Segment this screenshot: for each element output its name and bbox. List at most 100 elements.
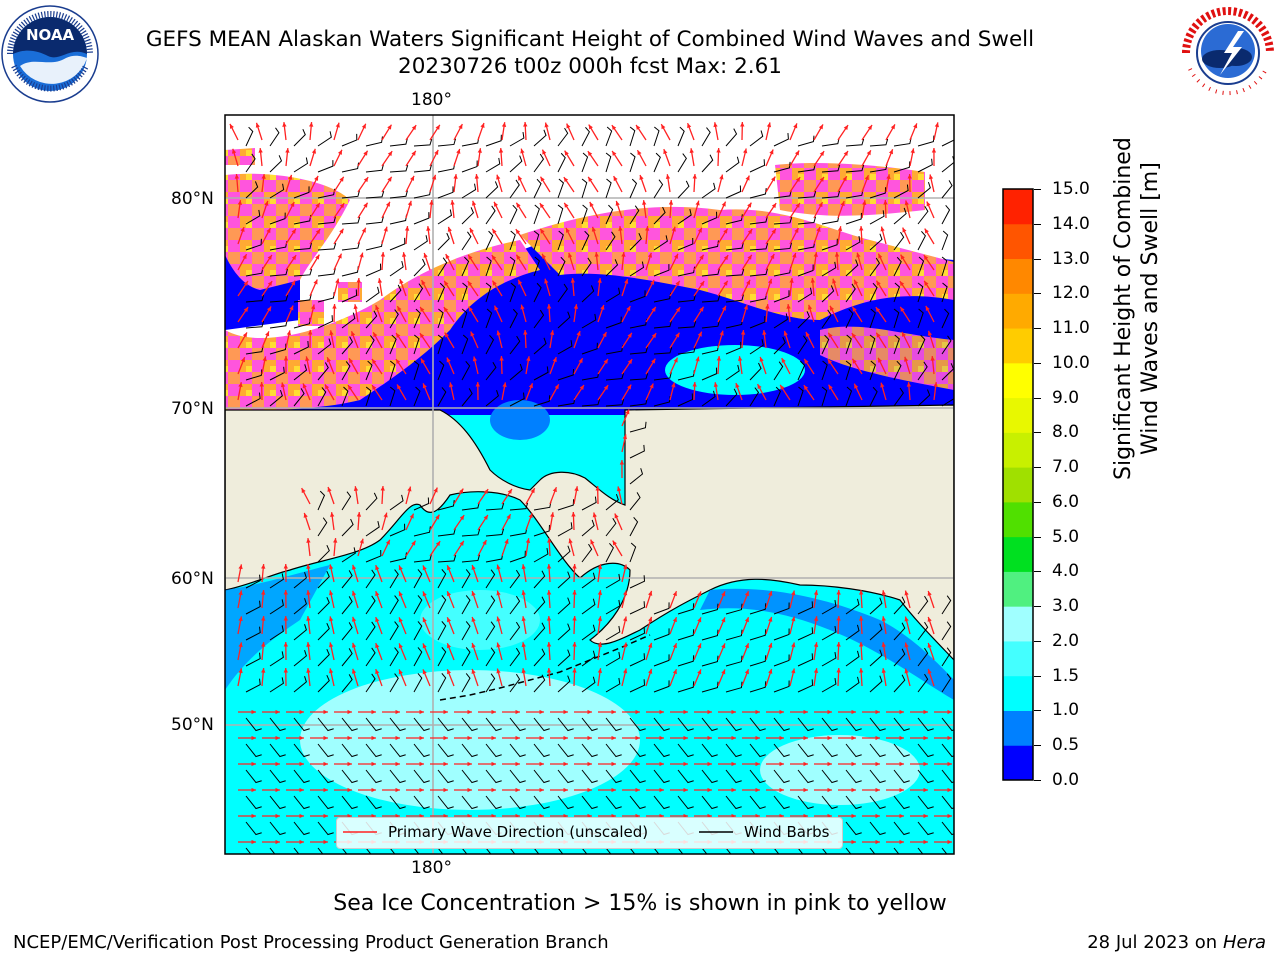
wave-direction-arrowhead [927, 330, 933, 336]
wind-barb [341, 648, 353, 667]
wind-barb [893, 769, 910, 784]
wave-direction-arrowhead [899, 787, 904, 793]
colorbar-segment [1003, 223, 1033, 260]
wave-direction-arrowhead [672, 643, 677, 649]
wind-barb [413, 164, 433, 173]
wave-direction-arrowhead [515, 735, 520, 741]
wind-barb [389, 360, 396, 381]
wave-direction-arrowhead [902, 227, 907, 233]
wind-barb [917, 847, 924, 854]
wind-barb [269, 717, 286, 732]
wave-direction-arrowhead [597, 278, 602, 283]
wave-direction-arrowhead [721, 617, 726, 623]
wind-barb [269, 127, 280, 147]
wave-direction-arrowhead [387, 176, 392, 182]
bottom-longitude-label: 180° [411, 858, 452, 878]
wave-direction-arrowhead [649, 383, 654, 389]
wave-direction-arrowhead [768, 590, 773, 596]
wave-direction-arrowhead [675, 280, 680, 286]
wave-direction-arrowhead [443, 787, 448, 793]
wind-barb [797, 335, 808, 355]
wave-direction-arrowhead [611, 787, 616, 793]
wind-barb [413, 847, 420, 854]
wind-barb [941, 308, 950, 329]
wind-barb [629, 627, 646, 641]
wave-direction-arrowhead [467, 709, 472, 715]
wind-barb [341, 674, 353, 693]
wave-direction-arrowhead [803, 709, 808, 715]
wave-direction-arrowhead [612, 150, 617, 156]
wind-barbs-legend-label: Wind Barbs [744, 823, 830, 841]
wind-barb [725, 655, 743, 667]
wave-direction-arrowhead [448, 382, 454, 388]
wave-direction-arrowhead [310, 304, 316, 310]
wind-barb [845, 769, 862, 784]
wave-direction-arrowhead [546, 616, 552, 621]
wave-direction-arrowhead [743, 148, 748, 154]
wind-barb [389, 237, 406, 251]
wave-direction-arrowhead [818, 202, 823, 208]
wave-direction-arrowhead [385, 201, 390, 207]
wind-barb [317, 769, 334, 784]
wind-barb [581, 795, 598, 810]
wind-barb [461, 647, 471, 667]
wind-barb [461, 595, 471, 615]
wind-barb [317, 268, 336, 277]
wind-barb [845, 360, 852, 381]
wind-barb [581, 717, 598, 732]
wind-barb [629, 468, 644, 485]
wind-barb [581, 650, 596, 667]
wind-barb [437, 554, 457, 563]
wind-barb [581, 204, 588, 225]
wave-direction-arrowhead [337, 253, 342, 259]
wave-direction-arrowhead [492, 228, 497, 234]
wave-direction-arrowhead [373, 332, 378, 338]
wave-direction-arrowhead [351, 642, 357, 648]
wind-barb [893, 282, 901, 303]
wind-barb [245, 181, 259, 199]
wave-direction-arrowhead [383, 512, 388, 518]
wind-barb [893, 231, 905, 251]
wave-direction-arrowhead [445, 254, 450, 260]
wind-barb [437, 743, 454, 758]
wave-direction-arrowhead [627, 384, 632, 390]
wind-barb [389, 190, 408, 199]
wave-direction-arrowhead [285, 148, 290, 153]
wind-barb [629, 126, 636, 147]
wind-barb [413, 235, 428, 251]
wind-barb [845, 308, 854, 329]
wave-direction-arrowhead [904, 616, 909, 622]
wind-barb [749, 769, 766, 784]
wave-direction-arrowhead [467, 761, 472, 767]
wave-direction-arrowhead [645, 226, 650, 231]
wind-barb [317, 743, 334, 758]
wind-barb [341, 622, 353, 641]
wind-barb [533, 596, 546, 615]
footer-credit: NCEP/EMC/Verification Post Processing Pr… [13, 932, 609, 953]
wind-barb [677, 320, 697, 329]
wind-barb [461, 361, 471, 381]
wave-direction-arrowhead [286, 330, 292, 336]
wave-direction-arrowhead [251, 735, 256, 741]
wind-barb [797, 386, 804, 407]
wind-barb [701, 182, 716, 199]
wind-barb [605, 398, 625, 407]
wind-barb [797, 717, 814, 732]
wind-barb [725, 847, 732, 854]
wind-barb [917, 135, 935, 147]
wave-direction-arrowhead [240, 227, 245, 233]
wind-barb [581, 543, 593, 563]
wind-barb [437, 186, 454, 199]
wave-direction-arrowhead [306, 642, 311, 647]
wave-direction-arrowhead [371, 787, 376, 793]
wave-direction-arrowhead [731, 709, 736, 715]
wave-direction-arrowhead [636, 124, 641, 130]
wind-barb [605, 178, 612, 199]
wave-direction-arrowhead [397, 306, 402, 312]
wind-barb [269, 155, 283, 173]
wind-barb [797, 311, 811, 329]
wave-direction-arrowhead [713, 122, 718, 128]
wave-and-wind-vectors [229, 121, 954, 854]
wave-direction-arrowhead [648, 590, 653, 596]
wave-direction-arrowhead [588, 124, 593, 130]
